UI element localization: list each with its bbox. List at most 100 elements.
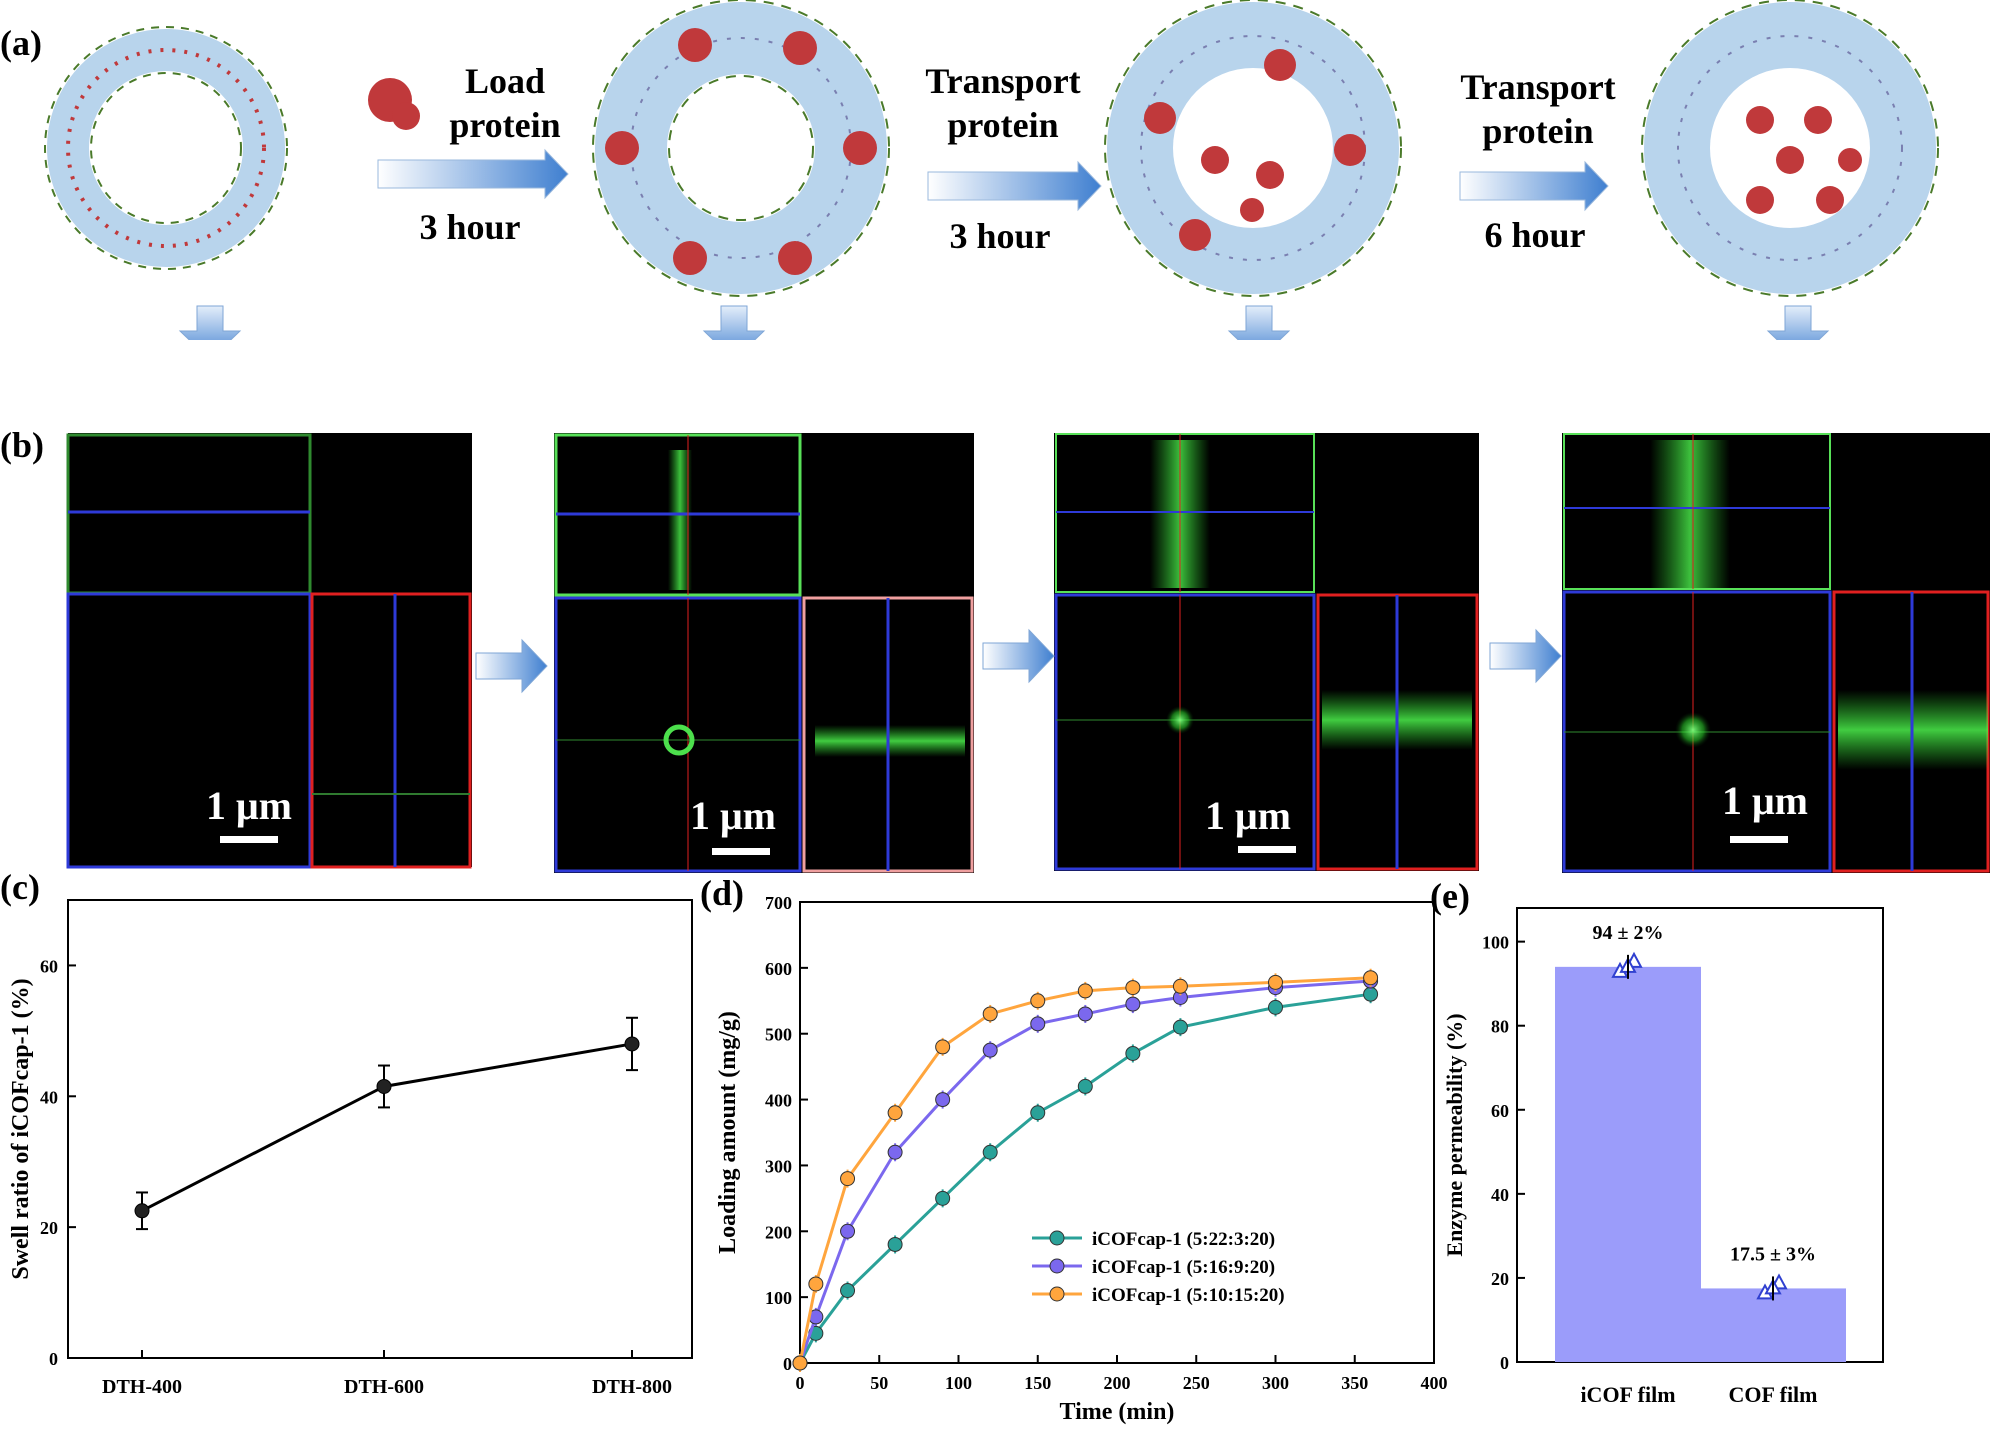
confocal-image-3 xyxy=(1054,433,1479,871)
y-tick-label: 400 xyxy=(765,1091,792,1111)
data-point xyxy=(792,1355,808,1371)
legend-marker xyxy=(1049,1286,1065,1302)
scale-label-1: 1 μm xyxy=(206,783,292,828)
y-tick-label: 500 xyxy=(765,1025,792,1045)
legend-label: iCOFcap-1 (5:10:15:20) xyxy=(1092,1285,1285,1306)
right-arrow-2 xyxy=(982,628,1055,684)
x-tick-label: 400 xyxy=(1421,1373,1448,1393)
right-arrow-3 xyxy=(1489,628,1562,684)
value-label: 94 ± 2% xyxy=(1593,922,1664,944)
y-tick-label: 40 xyxy=(40,1087,58,1107)
step-1-labels: Load protein xyxy=(425,60,585,148)
data-point xyxy=(1268,999,1283,1015)
legend-marker xyxy=(1049,1230,1065,1246)
data-point xyxy=(1077,983,1093,999)
y-tick-label: 20 xyxy=(40,1218,58,1238)
series-line-2 xyxy=(798,979,1371,1364)
capsule-schematics xyxy=(44,0,1939,340)
right-arrow-1 xyxy=(475,638,548,694)
data-point xyxy=(1172,978,1188,994)
data-point xyxy=(1077,1006,1093,1022)
step-3-labels: Transport protein xyxy=(1438,66,1638,154)
down-arrow-3 xyxy=(1227,305,1291,340)
step-2-line1: Transport xyxy=(925,61,1081,101)
data-point xyxy=(1030,1016,1046,1032)
data-point xyxy=(887,1105,903,1121)
step-2-time: 3 hour xyxy=(949,216,1051,256)
panel-label-a: (a) xyxy=(0,23,42,63)
capsule-empty xyxy=(44,26,288,270)
panel-label-c: (c) xyxy=(0,867,40,907)
y-axis-label: Swell ratio of iCOFcap-1 (%) xyxy=(8,978,34,1279)
y-axis-label: Loading amount (mg/g) xyxy=(715,1011,741,1254)
panel-label-b: (b) xyxy=(0,425,44,465)
y-tick-label: 0 xyxy=(1500,1353,1509,1373)
x-tick-label: iCOF film xyxy=(1580,1382,1675,1407)
chart-enzyme-permeability: 0 20 40 60 80 100 94 ± 2% iCOF film 17.5 ± 3% COF… xyxy=(1442,907,1884,1407)
step-3-line1: Transport xyxy=(1460,67,1616,107)
down-arrow-2 xyxy=(702,305,766,340)
confocal-image-1 xyxy=(66,433,472,869)
data-point xyxy=(134,1203,150,1219)
plot-frame xyxy=(67,899,693,1359)
data-point xyxy=(840,1171,856,1187)
data-point xyxy=(1125,996,1141,1012)
confocal-image-2 xyxy=(554,433,974,873)
data-point xyxy=(840,1223,856,1239)
y-axis-label: Enzyme permeability (%) xyxy=(1442,1013,1467,1256)
data-point xyxy=(808,1276,824,1292)
y-tick-label: 0 xyxy=(49,1349,58,1369)
step-1-time: 3 hour xyxy=(419,207,521,247)
bar-1 xyxy=(1555,966,1701,1362)
x-tick-label: 150 xyxy=(1024,1373,1051,1393)
arrow-transport-1 xyxy=(927,160,1102,212)
scale-label-2: 1 μm xyxy=(690,793,776,838)
y-tick-label: 700 xyxy=(765,893,792,913)
panel-label-e: (e) xyxy=(1430,876,1470,916)
confocal-images xyxy=(66,433,1990,873)
data-point xyxy=(1030,993,1046,1009)
x-tick-label: DTH-400 xyxy=(102,1376,182,1398)
step-2-line2: protein xyxy=(947,104,1059,145)
data-point xyxy=(376,1078,392,1094)
data-point xyxy=(624,1036,640,1052)
x-tick-label: COF film xyxy=(1729,1382,1818,1407)
data-point xyxy=(1030,1105,1046,1121)
series-line xyxy=(141,1042,633,1213)
data-point xyxy=(1125,1045,1141,1061)
value-label: 17.5 ± 3% xyxy=(1730,1243,1816,1265)
y-tick-label: 100 xyxy=(765,1288,792,1308)
chart-loading-amount: 0 100 200 300 400 500 600 700 0 50 100 150 200 250 300… xyxy=(715,893,1448,1425)
step-1-line2: protein xyxy=(449,104,561,145)
y-tick-label: 100 xyxy=(1482,933,1509,953)
data-point xyxy=(982,1042,998,1058)
x-tick-label: DTH-800 xyxy=(592,1376,672,1398)
y-tick-label: 40 xyxy=(1491,1185,1509,1205)
step-2-labels: Transport protein xyxy=(903,60,1103,148)
panel-label-d: (d) xyxy=(700,873,744,913)
bar-2 xyxy=(1700,1288,1846,1362)
x-tick-label: 300 xyxy=(1262,1373,1289,1393)
y-tick-label: 0 xyxy=(783,1354,792,1374)
data-point xyxy=(935,1092,951,1108)
y-tick-label: 20 xyxy=(1491,1269,1509,1289)
scale-bar-1 xyxy=(220,836,278,843)
y-tick-label: 60 xyxy=(1491,1101,1509,1121)
data-point xyxy=(840,1283,856,1299)
data-point xyxy=(1268,974,1283,990)
step-3-time: 6 hour xyxy=(1484,215,1586,255)
scale-bar-2 xyxy=(712,848,770,855)
x-tick-label: 100 xyxy=(945,1373,972,1393)
y-tick-label: 300 xyxy=(765,1156,792,1176)
y-tick-label: 80 xyxy=(1491,1017,1509,1037)
data-point xyxy=(935,1039,951,1055)
scale-label-3: 1 μm xyxy=(1205,793,1291,838)
series-line-1 xyxy=(798,992,1371,1364)
data-point xyxy=(982,1144,998,1160)
y-tick-label: 600 xyxy=(765,959,792,979)
arrow-transport-2 xyxy=(1459,160,1609,212)
legend-label: iCOFcap-1 (5:16:9:20) xyxy=(1092,1257,1275,1278)
x-tick-label: 50 xyxy=(870,1373,888,1393)
